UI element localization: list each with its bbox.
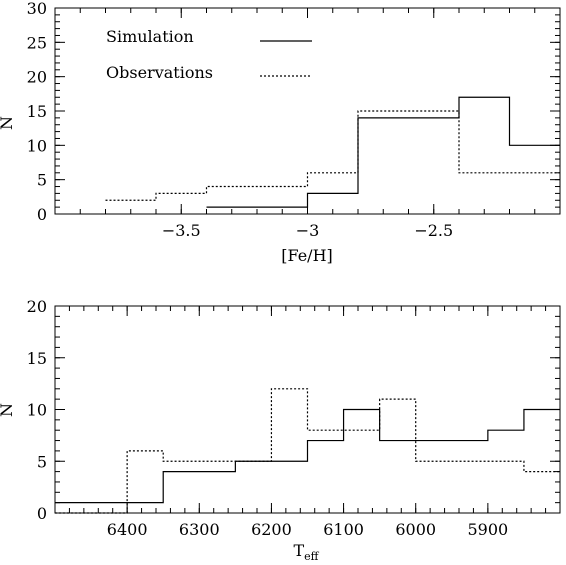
plot-frame <box>54 305 561 514</box>
tick-labels: 0 5 10 15 20 25 30 −3.5 −3 −2.5 <box>27 0 454 240</box>
y-tick-label: 20 <box>27 68 47 87</box>
series-observations-histogram <box>105 110 560 201</box>
x-axis-label: [Fe/H] <box>281 246 333 265</box>
teff-histogram-panel: 0 5 10 15 20 6400 6300 6200 6100 6000 5900 Teff N <box>0 297 561 563</box>
y-tick-label: 0 <box>37 205 47 224</box>
y-tick-label: 20 <box>27 297 47 316</box>
series-lines <box>55 388 560 514</box>
x-axis-label: Teff <box>294 541 320 563</box>
y-axis-label: N <box>0 116 16 130</box>
x-axis-label-subscript: eff <box>304 550 320 563</box>
tick-labels: 0 5 10 15 20 6400 6300 6200 6100 6000 5900 <box>27 297 509 539</box>
x-tick-label: 6400 <box>107 520 148 539</box>
metallicity-histogram-panel: 0 5 10 15 20 25 30 −3.5 −3 −2.5 [Fe/H] N Simulati… <box>0 0 561 265</box>
y-tick-label: 25 <box>27 33 47 52</box>
x-tick-label: 6000 <box>395 520 436 539</box>
tick-marks <box>54 7 561 215</box>
y-tick-label: 15 <box>27 349 47 368</box>
x-tick-label: −3 <box>296 221 320 240</box>
y-tick-label: 10 <box>27 136 47 155</box>
x-tick-label: 6100 <box>323 520 364 539</box>
series-observations-histogram <box>55 388 560 514</box>
y-tick-label: 10 <box>27 401 47 420</box>
tick-marks <box>54 305 561 514</box>
x-tick-label: 6200 <box>251 520 292 539</box>
legend-label-observations: Observations <box>106 63 213 82</box>
y-tick-label: 5 <box>37 452 47 471</box>
y-axis-label: N <box>0 403 16 417</box>
series-simulation-histogram <box>206 96 560 208</box>
y-tick-label: 5 <box>37 171 47 190</box>
y-tick-label: 15 <box>27 102 47 121</box>
series-simulation-histogram <box>55 408 560 504</box>
legend-label-simulation: Simulation <box>106 27 194 46</box>
x-tick-label: −3.5 <box>162 221 201 240</box>
series-lines <box>105 96 560 208</box>
legend: Simulation Observations <box>106 27 312 82</box>
x-tick-label: −2.5 <box>414 221 453 240</box>
y-tick-label: 0 <box>37 504 47 523</box>
x-tick-label: 6300 <box>179 520 220 539</box>
x-tick-label: 5900 <box>467 520 508 539</box>
y-tick-label: 30 <box>27 0 47 18</box>
x-axis-label-main: T <box>294 541 305 560</box>
